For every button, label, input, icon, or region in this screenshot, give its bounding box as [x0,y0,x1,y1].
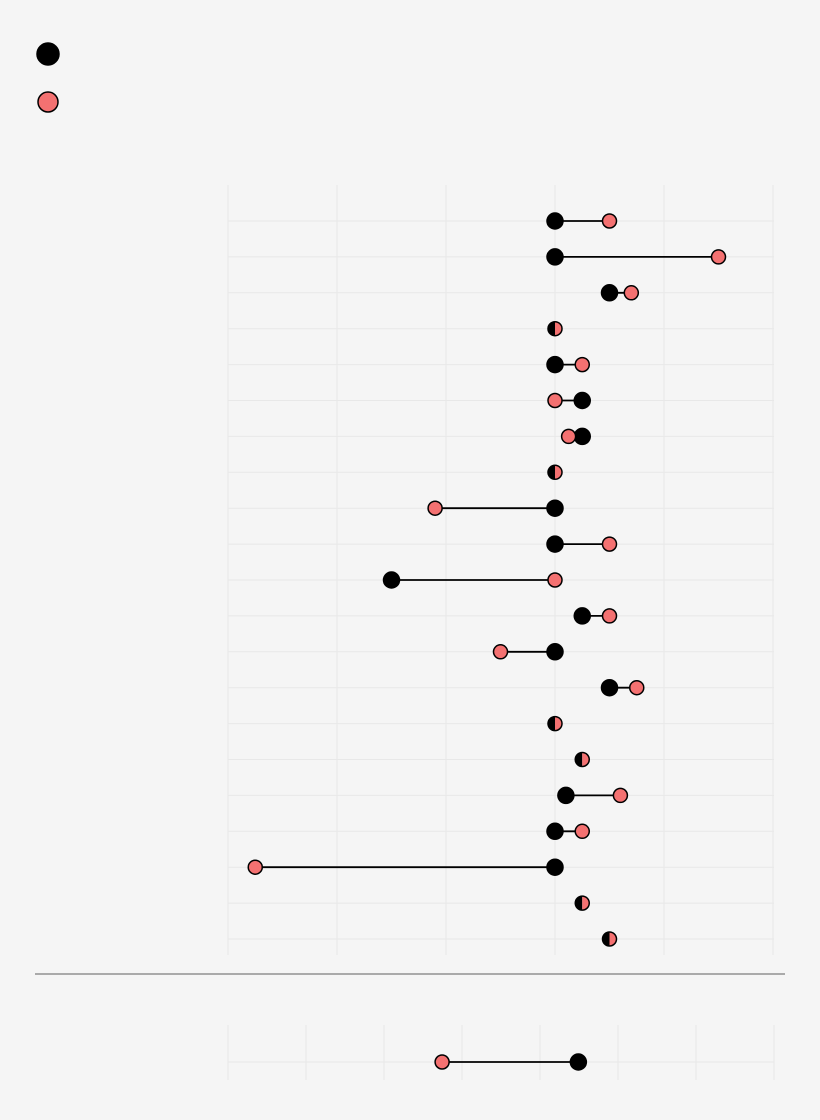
panel-1-point-b-4 [574,356,590,373]
panel-1-point-b-18 [247,859,263,875]
panel-2-point-b-0 [434,1054,450,1070]
panel-1-point-b-1 [710,249,727,265]
panel-1-point-b-10 [547,572,563,588]
panel-1-point-b-16 [612,787,629,804]
panel-1-point-b-0 [601,213,618,229]
panel-2-point-a-0 [569,1053,588,1071]
panel-1-point-a-2 [600,284,619,302]
panel-1-point-outline-20 [601,931,618,947]
legend-marker-1 [36,42,60,66]
panel-1-point-a-5 [573,391,591,410]
panel-1-point-a-8 [546,499,564,517]
panel-1-point-b-5 [547,392,563,409]
panel-1-point-outline-15 [574,751,590,768]
panel-1-point-a-12 [546,643,564,661]
panel-1-point-b-17 [574,823,590,840]
panel-1-point-a-4 [546,355,564,374]
panel-1-point-b-8 [427,500,443,516]
panel-1-point-b-6 [560,428,577,445]
panel-1-point-a-18 [546,858,564,876]
panel-1-point-a-16 [557,786,575,805]
panel-1-point-b-2 [623,285,640,301]
panel-1-point-b-12 [492,644,509,660]
panel-1-point-outline-7 [547,464,563,481]
panel-1-point-a-9 [546,535,564,553]
panel-1-point-outline-3 [547,320,563,337]
panel-1-point-a-0 [546,212,564,230]
panel-1-point-outline-14 [547,715,563,732]
panel-1-point-b-11 [601,608,618,624]
panel-1-point-a-17 [546,822,564,841]
panel-1-point-a-1 [546,248,564,266]
panel-1-point-b-9 [601,536,618,552]
panel-1-point-b-13 [629,679,645,696]
legend-marker-2 [37,91,59,113]
panel-1-point-a-13 [600,678,619,697]
panel-1-point-a-6 [573,427,591,446]
panel-1-point-a-10 [382,571,401,589]
panel-1-point-outline-19 [574,895,590,911]
panel-1-point-a-11 [573,607,591,625]
